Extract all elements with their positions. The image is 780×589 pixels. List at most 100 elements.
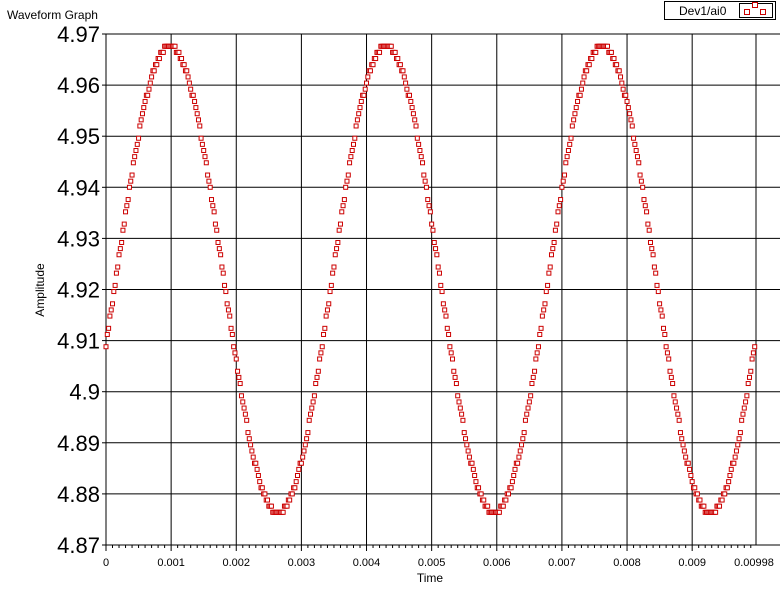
x-tick-label: 0.009 [678, 557, 706, 569]
data-point [339, 209, 345, 215]
data-point [647, 239, 653, 245]
data-point [192, 98, 198, 104]
data-point [160, 49, 166, 55]
data-point [228, 325, 234, 331]
data-points [103, 43, 758, 515]
data-point [559, 184, 565, 190]
y-tick-label: 4.93 [57, 226, 100, 251]
data-point [455, 393, 461, 399]
data-point [431, 239, 437, 245]
data-point [309, 405, 315, 411]
data-point [614, 62, 620, 68]
data-point [306, 417, 312, 423]
data-point [370, 62, 376, 68]
x-tick-label: 0.001 [157, 557, 185, 569]
data-point [567, 141, 573, 147]
data-point [236, 374, 242, 380]
data-point [547, 264, 553, 270]
data-point [581, 74, 587, 80]
data-point [506, 491, 512, 497]
data-point [568, 135, 574, 141]
data-point [188, 86, 194, 92]
data-point [111, 289, 117, 295]
data-point [697, 497, 703, 503]
data-point [231, 344, 237, 350]
data-point [689, 479, 695, 485]
data-point [619, 80, 625, 86]
data-point [296, 466, 302, 472]
data-point [745, 381, 751, 387]
data-point [129, 172, 135, 178]
data-point [671, 393, 677, 399]
data-point [154, 62, 160, 68]
plot-legend[interactable]: Dev1/ai0 [664, 1, 776, 20]
data-point [677, 430, 683, 436]
data-point [694, 491, 700, 497]
data-point [147, 80, 153, 86]
data-point [344, 178, 350, 184]
data-point [664, 350, 670, 356]
data-point [646, 227, 652, 233]
data-point [199, 141, 205, 147]
data-point [308, 411, 314, 417]
data-point [195, 117, 201, 123]
data-point [461, 430, 467, 436]
data-point [186, 80, 192, 86]
data-point [209, 197, 215, 203]
data-point [130, 160, 136, 166]
data-point [241, 405, 247, 411]
data-point [632, 141, 638, 147]
data-point [633, 148, 639, 154]
data-point [280, 509, 286, 515]
data-point [618, 74, 624, 80]
data-point [752, 344, 758, 350]
data-point [337, 221, 343, 227]
data-point [240, 399, 246, 405]
data-point [654, 282, 660, 288]
data-point [245, 430, 251, 436]
data-point [132, 154, 138, 160]
data-point [586, 62, 592, 68]
data-point [675, 411, 681, 417]
data-point [253, 460, 259, 466]
data-point [232, 350, 238, 356]
data-point [631, 135, 637, 141]
data-point [216, 246, 222, 252]
data-point [724, 485, 730, 491]
data-point [397, 62, 403, 68]
data-point [521, 430, 527, 436]
data-point [206, 178, 212, 184]
data-point [103, 344, 109, 350]
data-point [289, 491, 295, 497]
y-axis-ticks: 4.97 4.96 4.95 4.94 4.93 4.92 4.91 4.9 4.89 4.88 4… [57, 22, 106, 558]
data-point [628, 117, 634, 123]
data-point [343, 184, 349, 190]
data-point [500, 503, 506, 509]
data-point [469, 460, 475, 466]
data-point [194, 111, 200, 117]
data-point [666, 356, 672, 362]
data-point [526, 399, 532, 405]
data-point [642, 203, 648, 209]
data-point [644, 209, 650, 215]
data-point [211, 209, 217, 215]
data-point [119, 239, 125, 245]
legend-label: Dev1/ai0 [679, 4, 727, 18]
data-point [225, 307, 231, 313]
data-point [120, 227, 126, 233]
data-point [179, 56, 185, 62]
data-point [202, 154, 208, 160]
data-point [361, 92, 367, 98]
data-point [676, 417, 682, 423]
y-tick-label: 4.87 [57, 533, 100, 558]
data-point [737, 430, 743, 436]
data-point [740, 411, 746, 417]
data-point [562, 172, 568, 178]
data-point [637, 172, 643, 178]
data-point [212, 221, 218, 227]
data-point [242, 411, 248, 417]
data-point [416, 141, 422, 147]
data-point [233, 356, 239, 362]
data-point [651, 264, 657, 270]
